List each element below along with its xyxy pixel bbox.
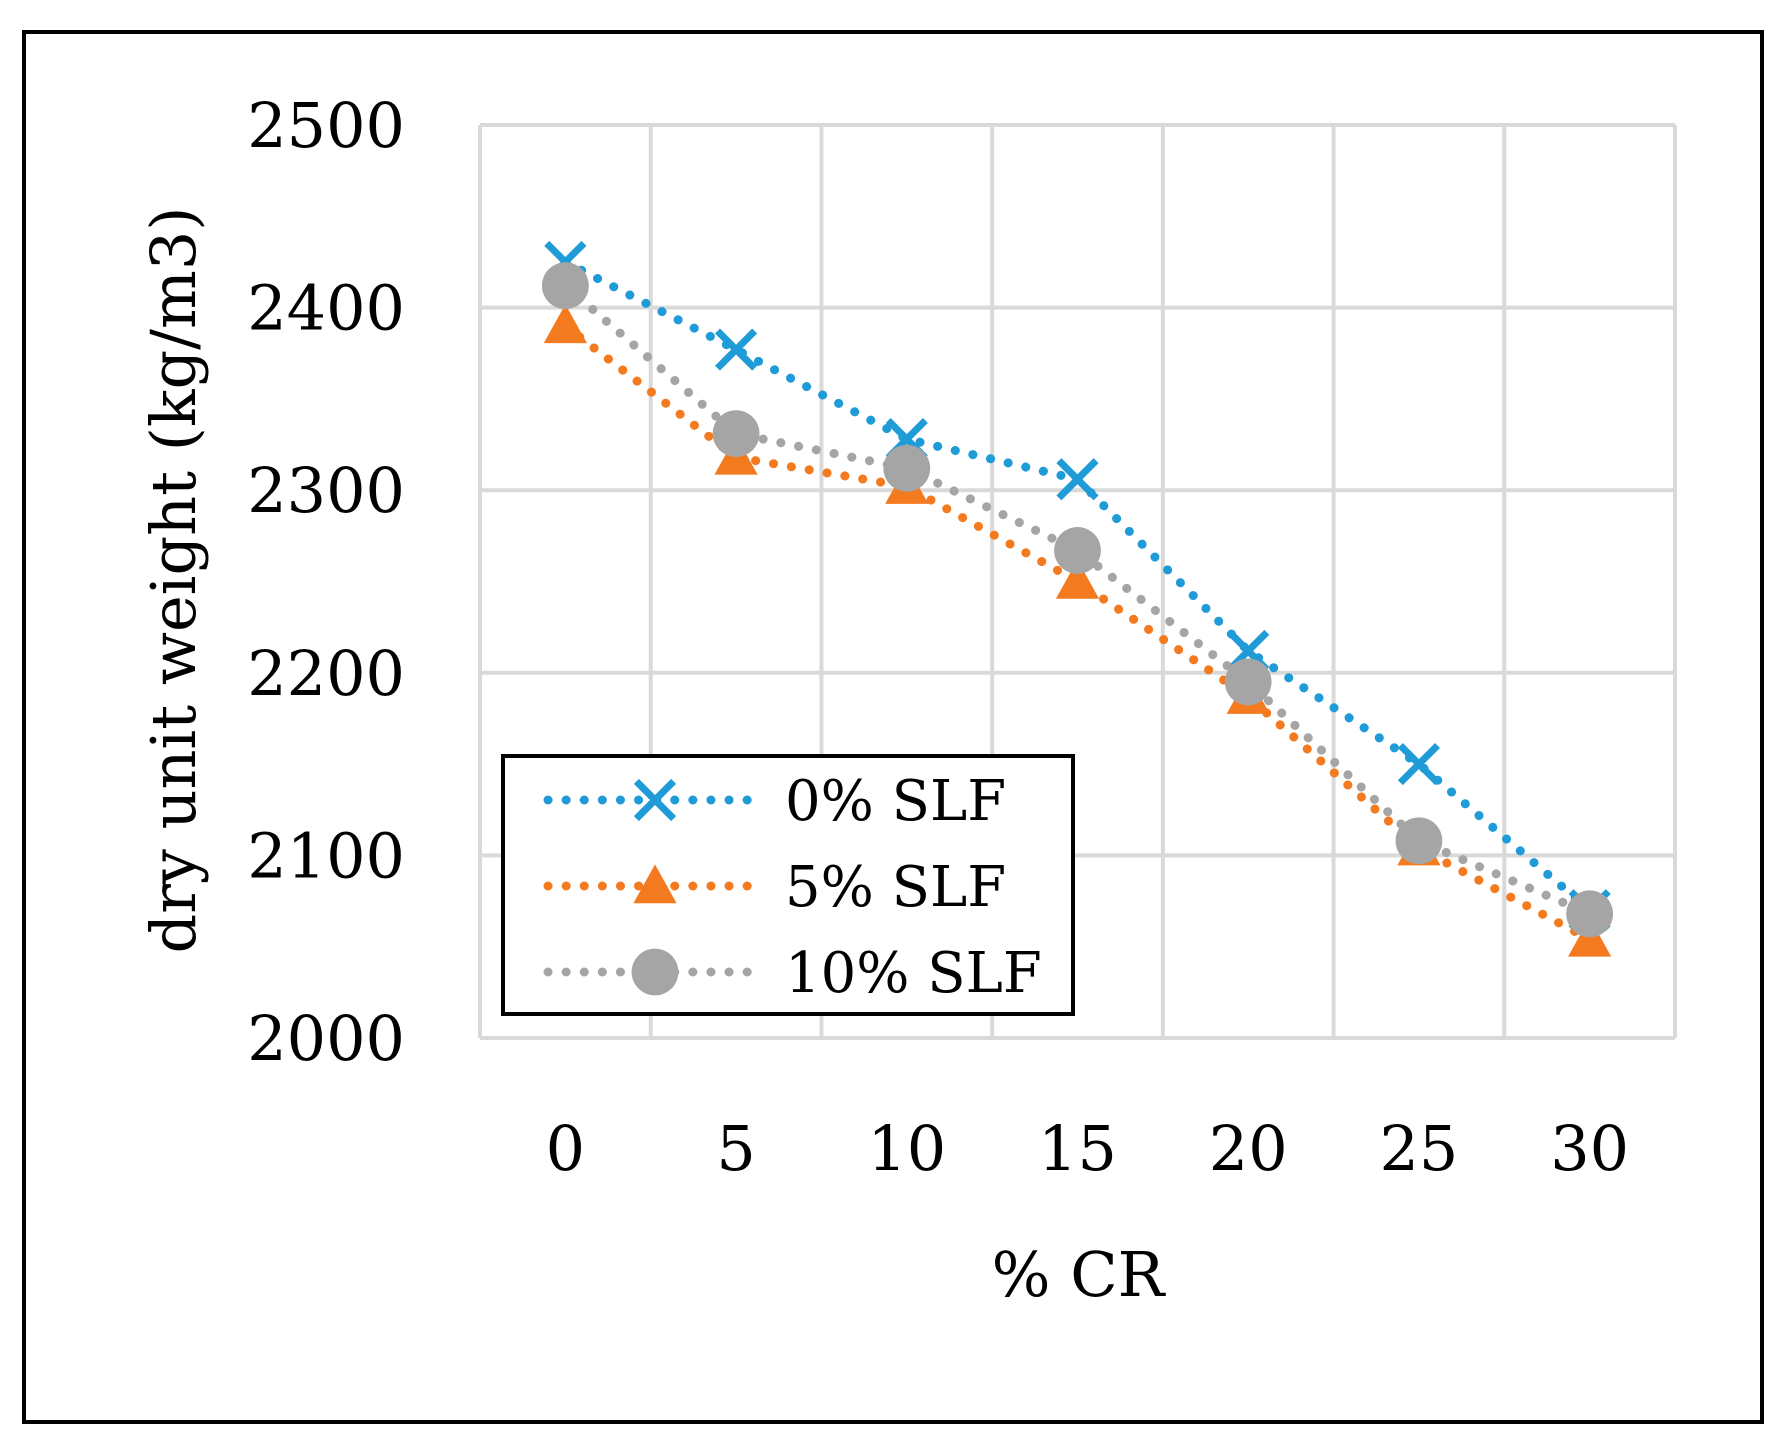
legend-item: 0% SLF xyxy=(543,769,1006,834)
triangle-marker xyxy=(1055,559,1100,599)
circle-marker xyxy=(1224,658,1272,706)
y-axis-title: dry unit weight (kg/m3) xyxy=(137,207,210,954)
legend-item: 5% SLF xyxy=(543,855,1006,920)
x-marker xyxy=(633,778,677,822)
series-0-slf xyxy=(544,240,1611,932)
x-axis-ticks: 0 5 10 15 20 25 30 xyxy=(546,1112,1629,1185)
circle-marker xyxy=(1566,890,1614,938)
x-tick-label: 5 xyxy=(716,1112,755,1185)
x-axis-title: % CR xyxy=(992,1238,1167,1311)
y-tick-label: 2000 xyxy=(247,1002,405,1075)
triangle-marker xyxy=(633,864,677,904)
legend-label: 10% SLF xyxy=(785,941,1042,1006)
x-marker xyxy=(1056,458,1099,501)
series-10-slf xyxy=(541,262,1614,938)
triangle-marker xyxy=(543,304,587,344)
circle-marker xyxy=(883,444,931,492)
series-layer xyxy=(541,240,1614,957)
legend: 0% SLF 5% SLF 10% SLF xyxy=(501,754,1075,1016)
circle-marker xyxy=(712,410,760,457)
circle-marker xyxy=(1395,817,1443,865)
x-tick-label: 25 xyxy=(1379,1112,1458,1185)
y-tick-label: 2500 xyxy=(247,89,405,162)
circle-marker xyxy=(1054,527,1101,574)
triangle-marker xyxy=(1568,917,1612,957)
legend-label: 0% SLF xyxy=(785,769,1006,834)
x-tick-label: 20 xyxy=(1209,1112,1288,1185)
x-tick-label: 0 xyxy=(546,1112,585,1185)
figure-frame xyxy=(22,30,1764,1424)
y-axis-ticks: 2000 2100 2200 2300 2400 2500 xyxy=(247,89,405,1075)
legend-label: 5% SLF xyxy=(785,855,1006,920)
x-marker xyxy=(714,328,758,371)
x-tick-label: 15 xyxy=(1038,1112,1117,1185)
y-tick-label: 2200 xyxy=(247,637,405,710)
legend-item: 10% SLF xyxy=(543,941,1042,1006)
circle-marker xyxy=(631,948,679,996)
y-tick-label: 2400 xyxy=(247,272,405,345)
y-tick-label: 2300 xyxy=(247,454,405,527)
x-tick-label: 30 xyxy=(1550,1112,1629,1185)
y-tick-label: 2100 xyxy=(247,819,405,892)
circle-marker xyxy=(541,262,589,310)
x-marker xyxy=(1397,743,1441,786)
x-tick-label: 10 xyxy=(867,1112,946,1185)
